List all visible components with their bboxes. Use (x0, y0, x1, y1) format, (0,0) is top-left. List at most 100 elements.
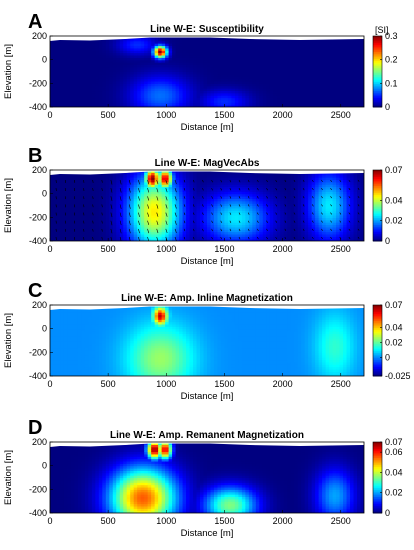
heatmap-cell (322, 40, 327, 44)
heatmap-cell (63, 54, 69, 58)
heatmap-cell (105, 99, 110, 103)
heatmap-cell (102, 205, 107, 209)
heatmap-cell (116, 40, 121, 44)
heatmap-cell (193, 186, 198, 190)
heatmap-cell (213, 99, 219, 103)
heatmap-cell (210, 177, 215, 181)
heatmap-cell (84, 203, 89, 207)
heatmap-cell (231, 45, 236, 49)
heatmap-cell (329, 66, 334, 70)
heatmap-cell (283, 222, 288, 226)
heatmap-cell (207, 198, 212, 202)
heatmap-cell (266, 233, 271, 237)
heatmap-cell (245, 186, 250, 190)
heatmap-cell (88, 102, 93, 106)
heatmap-cell (231, 181, 236, 185)
heatmap-cell (158, 71, 163, 75)
heatmap-cell (172, 78, 177, 82)
heatmap-cell (294, 85, 299, 89)
heatmap-cell (81, 50, 86, 54)
heatmap-cell (116, 238, 121, 241)
colorbar-segment (373, 85, 382, 88)
heatmap-cell (207, 233, 212, 237)
heatmap-cell (158, 69, 163, 73)
heatmap-cell (161, 188, 166, 192)
heatmap-cell (287, 62, 292, 65)
heatmap-cell (70, 76, 76, 80)
heatmap-cell (266, 90, 271, 94)
heatmap-cell (112, 59, 117, 63)
heatmap-cell (154, 214, 159, 218)
heatmap-cell (193, 233, 198, 237)
heatmap-cell (175, 222, 180, 226)
heatmap-cell (95, 236, 100, 240)
heatmap-cell (213, 92, 219, 96)
heatmap-cell (196, 200, 201, 204)
heatmap-cell (168, 207, 173, 211)
heatmap-cell (84, 231, 89, 235)
heatmap-cell (158, 203, 163, 207)
heatmap-cell (217, 219, 222, 223)
heatmap-cell (248, 57, 253, 61)
heatmap-cell (151, 62, 156, 65)
heatmap-cell (207, 71, 212, 75)
heatmap-cell (294, 104, 299, 107)
heatmap-cell (119, 238, 124, 241)
heatmap-cell (84, 236, 89, 240)
heatmap-cell (273, 193, 278, 197)
heatmap-cell (224, 88, 229, 92)
heatmap-cell (217, 71, 222, 75)
heatmap-cell (353, 50, 358, 54)
heatmap-cell (287, 50, 292, 54)
heatmap-cell (301, 59, 306, 63)
heatmap-cell (290, 71, 295, 75)
heatmap-cell (203, 80, 208, 84)
heatmap-cell (329, 83, 334, 87)
heatmap-cell (50, 102, 55, 106)
heatmap-cell (269, 47, 274, 51)
heatmap-cell (123, 222, 128, 226)
heatmap-cell (280, 76, 285, 80)
heatmap-cell (259, 219, 264, 223)
heatmap-cell (269, 177, 274, 181)
heatmap-cell (297, 64, 302, 68)
heatmap-cell (77, 52, 82, 56)
heatmap-cell (196, 47, 201, 51)
heatmap-cell (280, 179, 285, 183)
heatmap-cell (245, 203, 250, 207)
heatmap-cell (91, 66, 96, 70)
heatmap-cell (182, 69, 187, 73)
heatmap-cell (147, 179, 152, 183)
heatmap-cell (151, 191, 156, 195)
heatmap-cell (259, 229, 264, 233)
heatmap-cell (360, 90, 364, 94)
heatmap-cell (255, 59, 260, 63)
heatmap-cell (196, 64, 201, 68)
heatmap-cell (339, 78, 344, 82)
heatmap-cell (220, 172, 226, 176)
heatmap-cell (84, 191, 89, 195)
heatmap-cell (179, 78, 184, 82)
heatmap-cell (207, 172, 212, 176)
heatmap-cell (213, 80, 219, 84)
x-axis-label: Distance [m] (181, 122, 234, 133)
heatmap-cell (98, 62, 103, 65)
heatmap-cell (213, 229, 219, 233)
heatmap-cell (126, 210, 131, 214)
heatmap-cell (196, 54, 201, 58)
heatmap-cell (154, 45, 159, 49)
heatmap-cell (67, 181, 72, 185)
heatmap-cell (112, 200, 117, 204)
heatmap-cell (151, 205, 156, 209)
heatmap-cell (220, 90, 226, 94)
heatmap-cell (189, 224, 194, 228)
heatmap-cell (123, 226, 128, 230)
heatmap-cell (294, 181, 299, 185)
heatmap-cell (158, 174, 163, 178)
heatmap-cell (311, 54, 316, 58)
heatmap-cell (91, 43, 96, 47)
heatmap-cell (193, 222, 198, 226)
heatmap-cell (343, 71, 348, 75)
heatmap-cell (179, 85, 184, 89)
heatmap-cell (175, 83, 180, 87)
